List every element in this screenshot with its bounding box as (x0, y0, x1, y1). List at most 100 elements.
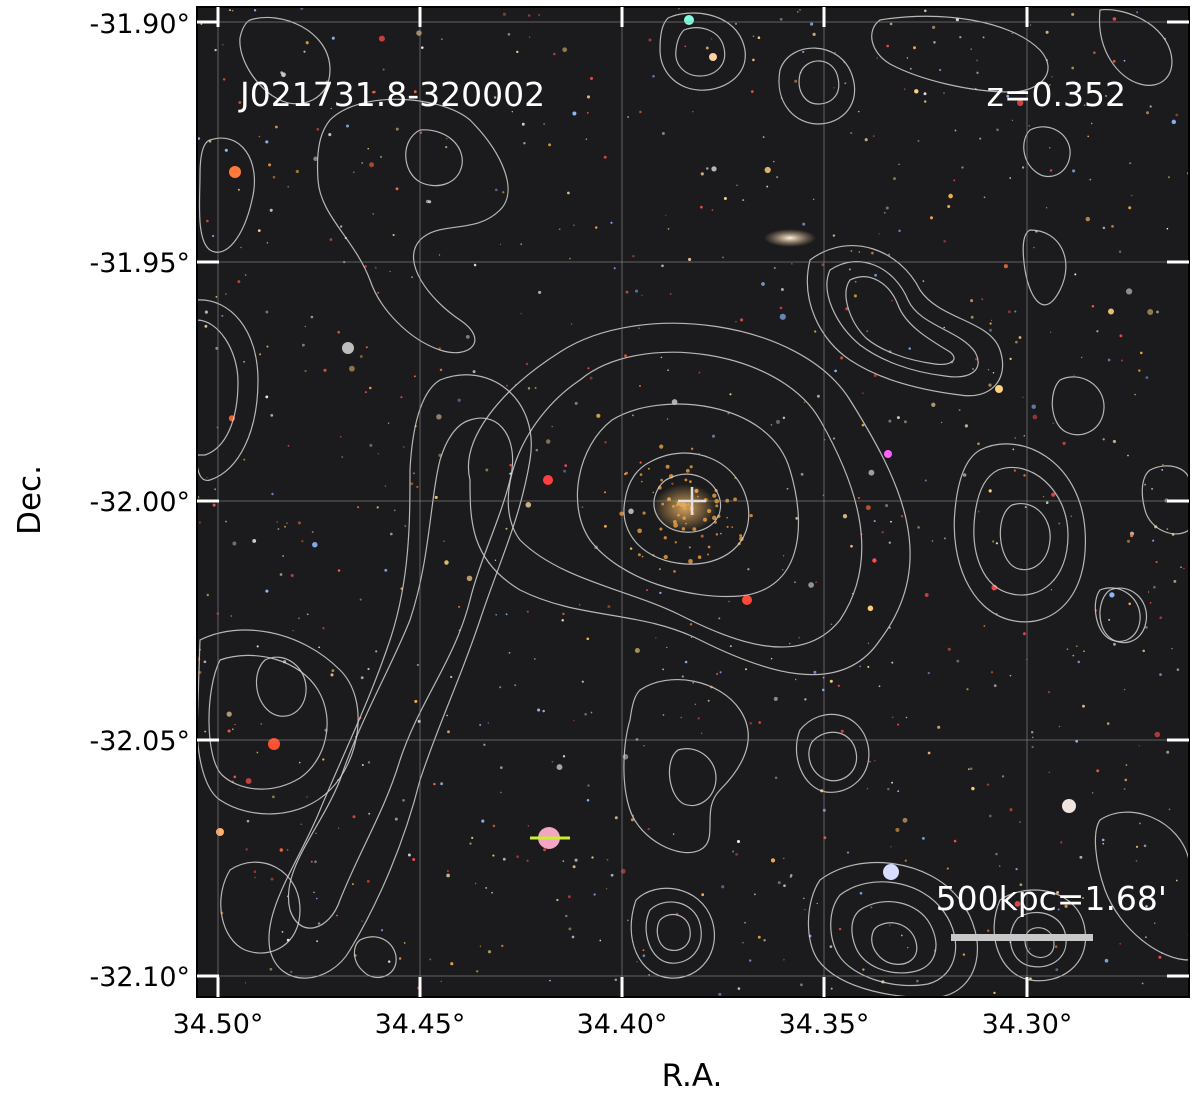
star-point (304, 325, 306, 328)
star-point (568, 927, 572, 931)
star-point (479, 945, 482, 947)
star-point (897, 790, 900, 793)
star-point (203, 660, 207, 664)
star-point (700, 172, 704, 176)
cluster-member-point (659, 527, 663, 531)
star-point (840, 356, 844, 360)
star-point (369, 443, 373, 447)
star-point (1128, 206, 1132, 210)
star-point (846, 851, 850, 854)
star-point (206, 476, 208, 479)
star-point (655, 637, 657, 639)
star-point (889, 22, 893, 26)
star-point (1024, 506, 1027, 509)
star-point (840, 729, 844, 733)
star-point (698, 371, 701, 374)
star-point (829, 679, 833, 683)
star-point (384, 568, 388, 572)
star-point (700, 534, 704, 538)
star-point (1108, 308, 1114, 315)
star-point (533, 658, 536, 660)
star-point (1144, 483, 1147, 486)
star-point (284, 525, 286, 528)
star-point (799, 9, 801, 11)
star-point (359, 598, 362, 601)
star-point (1047, 691, 1051, 694)
star-point (548, 143, 552, 147)
star-point (585, 138, 588, 140)
star-point (366, 879, 370, 883)
star-point (1009, 808, 1013, 812)
star-point (861, 423, 865, 427)
star-point (667, 369, 669, 371)
star-point (531, 81, 534, 85)
star-point (1033, 246, 1035, 249)
cluster-member-point (642, 511, 646, 515)
star-point (1135, 845, 1139, 848)
star-point (500, 791, 502, 794)
star-point (864, 138, 868, 142)
star-point (571, 935, 575, 939)
star-point (885, 206, 889, 210)
star-point (525, 362, 529, 366)
star-point (857, 496, 860, 500)
star-point (1106, 722, 1110, 725)
star-point (230, 615, 233, 617)
star-point (214, 48, 217, 52)
star-point (802, 50, 805, 54)
star-point (832, 234, 836, 237)
star-point (1135, 860, 1138, 862)
star-point (1105, 94, 1108, 98)
star-point (648, 38, 652, 42)
star-point (904, 88, 906, 90)
star-point (1166, 227, 1169, 230)
star-point (543, 848, 547, 852)
star-point (969, 767, 973, 771)
cluster-member-point (733, 497, 737, 502)
star-point (603, 491, 607, 494)
star-point (508, 651, 511, 654)
star-point (967, 768, 970, 771)
star-point (896, 416, 900, 420)
star-point (803, 401, 806, 404)
star-point (659, 591, 662, 595)
star-point (632, 254, 635, 258)
x-axis-title: R.A. (662, 1058, 723, 1094)
star-point (996, 128, 999, 132)
star-point (634, 289, 639, 293)
star-point (990, 671, 994, 674)
star-point (1031, 745, 1034, 749)
star-point (947, 647, 951, 651)
star-point (1072, 169, 1076, 173)
star-point (1102, 842, 1105, 845)
cluster-member-point (652, 491, 655, 494)
star-point (287, 185, 290, 188)
star-point (992, 371, 995, 374)
star-point (1070, 515, 1073, 518)
star-point (211, 234, 215, 238)
star-point (718, 992, 722, 996)
star-point (1011, 119, 1014, 122)
cluster-center-marker (678, 487, 706, 515)
cluster-member-point (660, 478, 663, 482)
star-point (389, 532, 393, 536)
cluster-member-point (658, 568, 661, 571)
star-point (1140, 351, 1143, 355)
star-point (491, 891, 493, 894)
star-point (1096, 330, 1099, 333)
bright-star (543, 475, 553, 485)
star-point (639, 384, 641, 387)
star-point (1014, 437, 1017, 439)
star-point (521, 122, 525, 126)
cluster-member-point (688, 546, 691, 549)
star-point (586, 112, 589, 114)
star-point (971, 786, 975, 791)
star-point (684, 45, 687, 48)
star-point (337, 330, 341, 334)
star-point (421, 46, 424, 49)
star-point (440, 980, 442, 983)
star-point (970, 315, 974, 319)
star-point (888, 541, 891, 544)
star-point (563, 469, 566, 473)
star-point (337, 569, 341, 572)
